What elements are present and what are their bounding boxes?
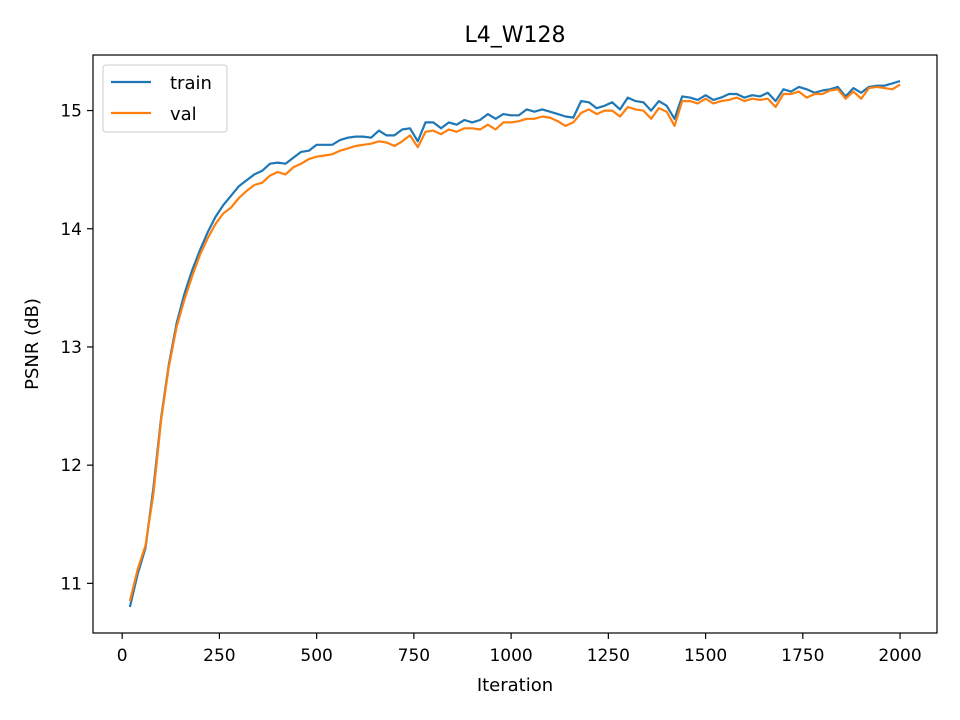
y-axis-label: PSNR (dB)	[22, 298, 43, 390]
y-tick-label: 14	[60, 220, 82, 240]
x-tick-label: 1500	[684, 646, 727, 666]
x-tick-label: 1250	[587, 646, 630, 666]
y-tick-label: 11	[60, 574, 82, 594]
x-tick-label: 1000	[489, 646, 532, 666]
x-tick-label: 2000	[878, 646, 921, 666]
y-tick-label: 15	[60, 102, 82, 122]
x-tick-label: 750	[398, 646, 430, 666]
x-tick-label: 0	[117, 646, 128, 666]
x-axis: 0 250 500 750 1000 1250 1500 1750 2000	[117, 633, 922, 666]
legend-label-train: train	[170, 73, 212, 94]
x-tick-label: 250	[203, 646, 235, 666]
series-layer	[128, 79, 901, 608]
plot-area-frame	[92, 54, 938, 634]
chart-title: L4_W128	[465, 23, 566, 48]
y-tick-label: 13	[60, 338, 82, 358]
legend: train val	[102, 64, 228, 133]
y-axis: 11 12 13 14 15	[60, 102, 93, 594]
x-axis-label: Iteration	[477, 675, 553, 696]
legend-label-val: val	[170, 104, 197, 125]
series-line-train	[128, 79, 901, 608]
series-line-val	[128, 83, 901, 602]
x-tick-label: 500	[300, 646, 332, 666]
x-tick-label: 1750	[781, 646, 824, 666]
y-tick-label: 12	[60, 456, 82, 476]
